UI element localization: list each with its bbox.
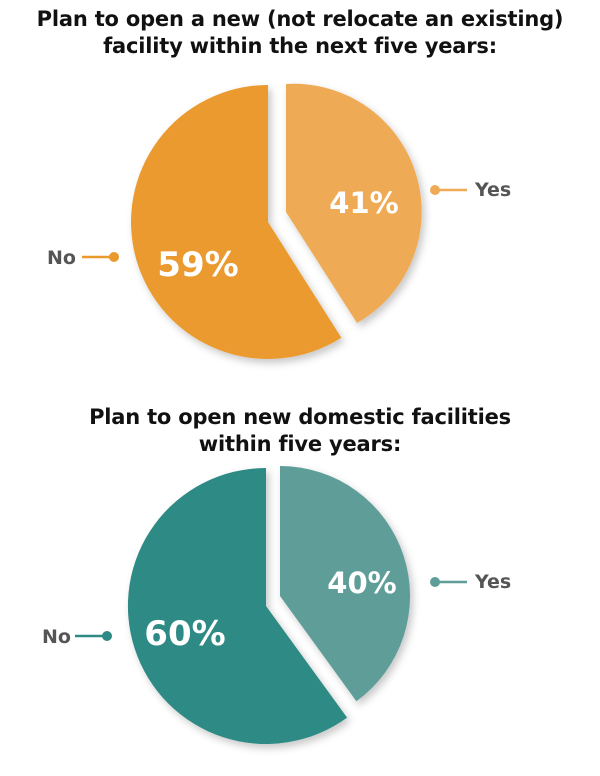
chart-1-yes-callout: Yes xyxy=(430,179,511,201)
chart-1-no-dot-icon xyxy=(109,252,119,262)
chart-1-no-percent: 59% xyxy=(157,245,238,285)
chart-2-title-line-2: within five years: xyxy=(198,432,402,456)
chart-1-yes-dot-icon xyxy=(430,185,440,195)
chart-2-yes-callout: Yes xyxy=(430,571,511,593)
chart-2-yes-percent: 40% xyxy=(327,566,396,600)
chart-1-yes-label: Yes xyxy=(474,179,511,201)
chart-2-yes-label: Yes xyxy=(474,571,511,593)
chart-2-no-percent: 60% xyxy=(144,614,225,654)
chart-2-slice-no xyxy=(127,467,348,744)
chart-1-no-label: No xyxy=(47,247,76,269)
chart-1-no-callout: No xyxy=(47,247,119,269)
chart-2-yes-dot-icon xyxy=(430,577,440,587)
chart-1-title-line-2: facility within the next five years: xyxy=(103,34,497,58)
chart-2-no-callout: No xyxy=(42,626,112,648)
chart-2-title-line-1: Plan to open new domestic facilities xyxy=(89,405,511,429)
chart-1-title-line-1: Plan to open a new (not relocate an exis… xyxy=(36,7,564,31)
chart-1-slice-no xyxy=(131,85,342,359)
chart-1-slice-yes xyxy=(286,83,422,323)
chart-2-pie: 60% 40% No Yes xyxy=(42,466,511,744)
chart-1-title: Plan to open a new (not relocate an exis… xyxy=(0,6,600,60)
chart-2-no-dot-icon xyxy=(102,631,112,641)
chart-1-yes-percent: 41% xyxy=(329,186,398,220)
chart-2-no-label: No xyxy=(42,626,71,648)
chart-2-title: Plan to open new domestic facilities wit… xyxy=(0,404,600,458)
chart-1-pie: 59% 41% No Yes xyxy=(47,83,511,359)
chart-2-slice-yes xyxy=(280,466,411,702)
